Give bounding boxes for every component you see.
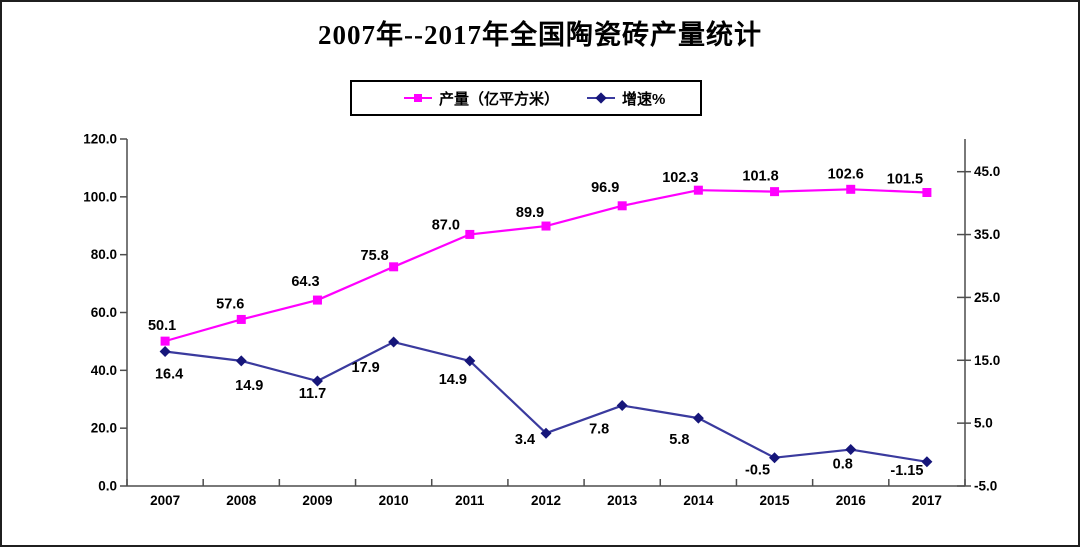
data-point xyxy=(616,400,628,412)
data-point xyxy=(845,444,857,456)
svg-text:2012: 2012 xyxy=(531,493,561,508)
left-axis: 0.0 20.0 40.0 60.0 80.0 100.0 120.0 xyxy=(83,132,127,494)
data-label: 87.0 xyxy=(432,217,460,233)
data-point xyxy=(464,355,476,367)
legend-label-production: 产量（亿平方米） xyxy=(439,90,560,108)
data-label: 57.6 xyxy=(216,296,244,312)
data-point xyxy=(311,375,323,387)
legend: 产量（亿平方米） 增速% xyxy=(350,80,702,116)
data-label: 14.9 xyxy=(439,372,467,388)
svg-text:35.0: 35.0 xyxy=(974,227,1000,242)
data-point xyxy=(159,345,171,357)
svg-text:120.0: 120.0 xyxy=(83,132,117,147)
svg-text:40.0: 40.0 xyxy=(91,363,117,378)
data-label: 16.4 xyxy=(155,366,183,382)
data-point xyxy=(465,229,475,239)
legend-label-growth: 增速% xyxy=(622,90,666,108)
svg-text:2014: 2014 xyxy=(683,493,714,508)
data-label: 7.8 xyxy=(589,422,609,438)
svg-text:25.0: 25.0 xyxy=(974,290,1000,305)
data-label: 11.7 xyxy=(299,386,326,402)
svg-text:2015: 2015 xyxy=(760,493,791,508)
series-growth: 16.4 14.9 11.7 17.9 14.9 3.4 7.8 5.8 -0.5 0.8 -1.1… xyxy=(155,336,933,479)
data-point xyxy=(921,456,933,468)
svg-text:20.0: 20.0 xyxy=(91,421,117,436)
data-point xyxy=(922,187,932,197)
data-point xyxy=(389,262,399,272)
data-point xyxy=(846,184,856,194)
data-label: 17.9 xyxy=(352,360,380,376)
data-label: 3.4 xyxy=(515,432,535,448)
svg-text:2008: 2008 xyxy=(226,493,257,508)
data-label: 14.9 xyxy=(235,378,263,394)
growth-line-sample xyxy=(587,92,616,104)
right-axis: -5.0 5.0 15.0 25.0 35.0 45.0 xyxy=(957,164,1000,494)
data-point xyxy=(617,201,627,211)
data-label: 102.3 xyxy=(662,170,698,186)
svg-text:-5.0: -5.0 xyxy=(974,479,997,494)
data-point xyxy=(541,221,551,231)
data-point xyxy=(236,314,246,324)
data-label: 96.9 xyxy=(591,180,619,196)
data-label: -1.15 xyxy=(890,463,923,479)
svg-text:2011: 2011 xyxy=(455,493,485,508)
data-label: 101.8 xyxy=(742,169,778,185)
svg-text:100.0: 100.0 xyxy=(83,189,117,204)
svg-text:2013: 2013 xyxy=(607,493,638,508)
data-point xyxy=(235,355,247,367)
svg-text:0.0: 0.0 xyxy=(98,479,117,494)
series-production: 50.1 57.6 64.3 75.8 87.0 89.9 96.9 102.3 101.8 10… xyxy=(148,166,932,346)
data-point xyxy=(692,412,704,424)
data-point xyxy=(388,336,400,348)
svg-text:45.0: 45.0 xyxy=(974,164,1000,179)
legend-item-production: 产量（亿平方米） xyxy=(404,88,559,109)
data-label: 89.9 xyxy=(516,205,544,221)
square-marker-icon xyxy=(414,94,422,102)
production-line-sample xyxy=(404,94,432,102)
data-label: 64.3 xyxy=(291,274,319,290)
data-label: 75.8 xyxy=(361,248,389,264)
data-point xyxy=(770,187,780,197)
data-label: 101.5 xyxy=(887,171,923,187)
data-point xyxy=(540,427,552,439)
svg-text:60.0: 60.0 xyxy=(91,305,117,320)
svg-text:2007: 2007 xyxy=(150,493,180,508)
svg-text:80.0: 80.0 xyxy=(91,247,117,262)
data-label: 5.8 xyxy=(669,432,689,448)
data-point xyxy=(312,295,322,305)
legend-item-growth: 增速% xyxy=(587,88,665,109)
svg-text:2009: 2009 xyxy=(302,493,332,508)
data-label: 0.8 xyxy=(833,457,853,473)
data-point xyxy=(769,452,781,464)
chart-title: 2007年--2017年全国陶瓷砖产量统计 xyxy=(318,20,762,50)
data-label: -0.5 xyxy=(745,463,770,479)
svg-text:2017: 2017 xyxy=(912,493,942,508)
svg-text:2010: 2010 xyxy=(379,493,409,508)
data-label: 50.1 xyxy=(148,318,176,334)
data-label: 102.6 xyxy=(828,166,864,182)
svg-text:5.0: 5.0 xyxy=(974,416,993,431)
svg-text:2016: 2016 xyxy=(836,493,867,508)
svg-text:15.0: 15.0 xyxy=(974,353,1000,368)
data-point xyxy=(693,185,703,195)
x-axis: 2007 2008 2009 2010 2011 2012 2013 2014 2015 2016… xyxy=(126,479,966,508)
data-point xyxy=(160,336,170,346)
